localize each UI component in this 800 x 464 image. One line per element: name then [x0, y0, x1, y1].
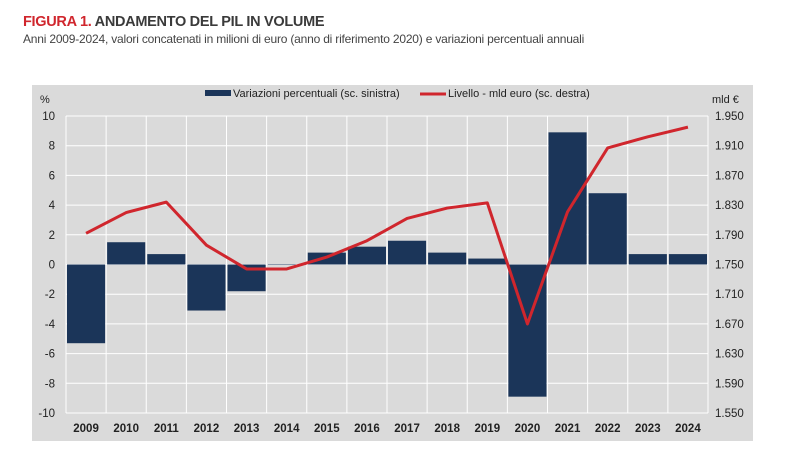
left-tick-label: -6 — [45, 349, 55, 361]
x-tick-label: 2017 — [394, 423, 420, 435]
chart-title: FIGURA 1. ANDAMENTO DEL PIL IN VOLUME — [23, 14, 325, 30]
legend-label-bars: Variazioni percentuali (sc. sinistra) — [233, 88, 400, 100]
legend-swatch-bars — [205, 90, 231, 96]
left-tick-label: 4 — [49, 200, 56, 212]
bar-2012 — [187, 264, 226, 311]
title-text: ANDAMENTO DEL PIL IN VOLUME — [94, 14, 325, 30]
x-tick-label: 2016 — [354, 423, 380, 435]
legend-label-line: Livello - mld euro (sc. destra) — [448, 88, 590, 100]
x-tick-label: 2024 — [675, 423, 701, 435]
bar-2016 — [347, 246, 386, 265]
x-tick-label: 2015 — [314, 423, 340, 435]
right-tick-label: 1.550 — [715, 408, 744, 420]
chart-subtitle: Anni 2009-2024, valori concatenati in mi… — [23, 32, 585, 46]
bar-2019 — [468, 258, 507, 265]
right-axis-unit: mld € — [712, 94, 739, 106]
right-tick-label: 1.830 — [715, 200, 744, 212]
x-tick-label: 2019 — [475, 423, 501, 435]
bar-2017 — [388, 240, 427, 265]
bar-2021 — [548, 132, 587, 265]
bar-2010 — [107, 242, 146, 265]
x-tick-label: 2013 — [234, 423, 260, 435]
left-axis-unit: % — [40, 94, 50, 106]
right-tick-label: 1.750 — [715, 260, 744, 272]
x-tick-label: 2011 — [154, 423, 180, 435]
bar-2018 — [428, 252, 467, 265]
left-tick-label: -8 — [45, 378, 55, 390]
bar-2023 — [628, 254, 667, 265]
right-tick-label: 1.790 — [715, 230, 744, 242]
bar-2009 — [67, 264, 106, 344]
bar-2022 — [588, 193, 627, 265]
left-tick-label: -4 — [45, 319, 56, 331]
bar-2024 — [668, 254, 707, 265]
x-tick-label: 2022 — [595, 423, 621, 435]
left-tick-label: 2 — [49, 230, 55, 242]
right-tick-label: 1.710 — [715, 289, 744, 301]
bar-2011 — [147, 254, 186, 265]
right-tick-label: 1.590 — [715, 378, 744, 390]
x-tick-label: 2020 — [515, 423, 541, 435]
bar-2014 — [267, 264, 306, 265]
x-tick-label: 2021 — [555, 423, 581, 435]
x-tick-label: 2009 — [73, 423, 99, 435]
right-tick-label: 1.870 — [715, 170, 744, 182]
right-tick-label: 1.670 — [715, 319, 744, 331]
x-tick-label: 2018 — [434, 423, 460, 435]
x-tick-label: 2023 — [635, 423, 661, 435]
left-tick-label: 0 — [49, 260, 55, 272]
right-tick-label: 1.910 — [715, 141, 744, 153]
left-tick-label: -10 — [38, 408, 55, 420]
level-line — [85, 125, 689, 326]
x-tick-label: 2010 — [113, 423, 139, 435]
left-tick-label: -2 — [45, 289, 55, 301]
x-tick-label: 2012 — [194, 423, 220, 435]
figure-label: FIGURA 1. — [23, 14, 92, 30]
left-tick-label: 8 — [49, 141, 55, 153]
left-tick-label: 6 — [49, 170, 55, 182]
right-tick-label: 1.630 — [715, 349, 744, 361]
x-tick-label: 2014 — [274, 423, 300, 435]
left-tick-label: 10 — [42, 111, 55, 123]
right-tick-label: 1.950 — [715, 111, 744, 123]
